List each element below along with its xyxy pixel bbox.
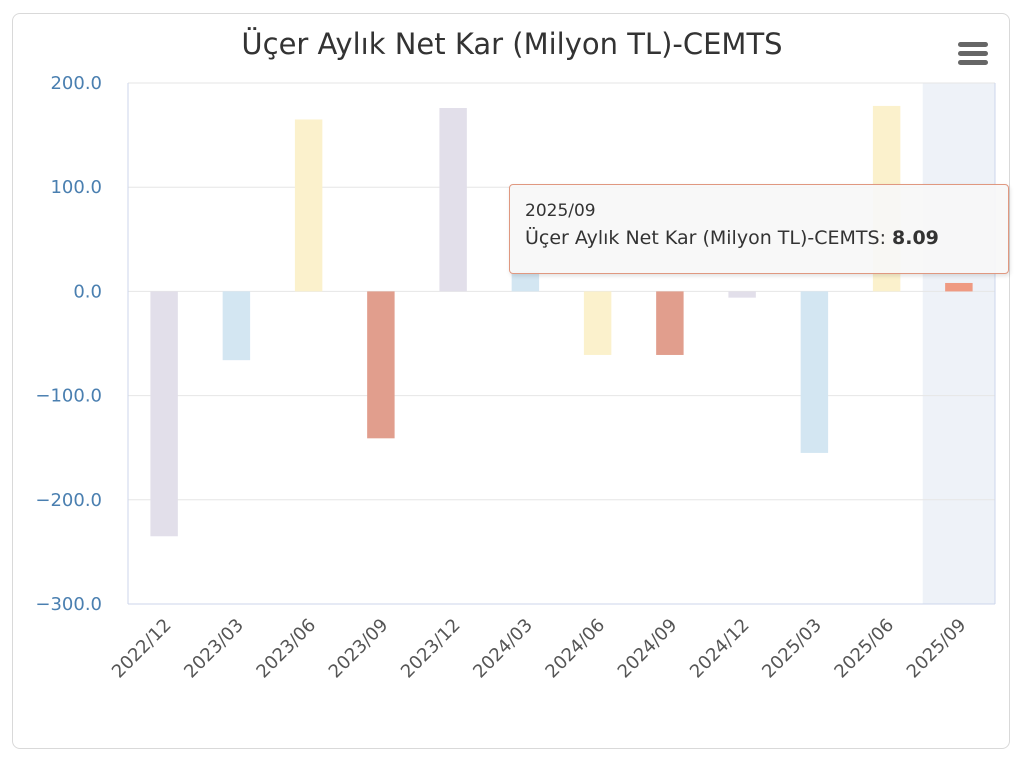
hover-highlight-band [922,83,995,604]
bar-2025-09[interactable] [945,282,973,292]
bar-2023-06[interactable] [294,119,323,292]
x-tick-label: 2024/12 [686,615,754,683]
bar-2023-03[interactable] [222,291,251,361]
chart-menu-button[interactable] [956,40,990,68]
bar-2024-09[interactable] [656,291,684,355]
y-tick-label: −300.0 [35,594,102,615]
x-tick-label: 2025/06 [830,615,898,683]
y-tick-label: 0.0 [73,281,102,302]
x-tick-label: 2024/03 [469,615,537,683]
x-tick-label: 2025/09 [903,615,971,683]
x-tick-label: 2022/12 [108,615,176,683]
bar-2024-06[interactable] [583,291,612,355]
y-tick-label: −100.0 [35,386,102,407]
chart-title: Üçer Aylık Net Kar (Milyon TL)-CEMTS [241,27,782,61]
chart-tooltip: 2025/09 Üçer Aylık Net Kar (Milyon TL)-C… [509,184,1009,274]
x-tick-label: 2025/03 [758,615,826,683]
tooltip-value: 8.09 [892,227,939,249]
bar-2024-12[interactable] [728,291,756,298]
tooltip-header: 2025/09 [525,201,596,221]
y-tick-label: 100.0 [50,177,102,198]
bar-2023-09[interactable] [367,291,395,439]
x-tick-label: 2023/06 [252,615,320,683]
y-tick-label: 200.0 [50,73,102,94]
x-tick-label: 2024/06 [541,615,609,683]
bar-2022-12[interactable] [150,291,178,537]
y-tick-label: −200.0 [35,490,102,511]
bar-2024-03[interactable] [511,270,540,292]
bar-2025-03[interactable] [800,291,829,453]
x-tick-label: 2024/09 [614,615,682,683]
tooltip-series-name: Üçer Aylık Net Kar (Milyon TL)-CEMTS [525,227,880,249]
bar-2023-12[interactable] [439,108,467,292]
x-tick-label: 2023/03 [180,615,248,683]
tooltip-line: Üçer Aylık Net Kar (Milyon TL)-CEMTS: 8.… [525,227,939,249]
hamburger-menu-icon [956,40,990,68]
chart-container [12,13,1010,749]
x-tick-label: 2023/09 [325,615,393,683]
x-tick-label: 2023/12 [397,615,465,683]
